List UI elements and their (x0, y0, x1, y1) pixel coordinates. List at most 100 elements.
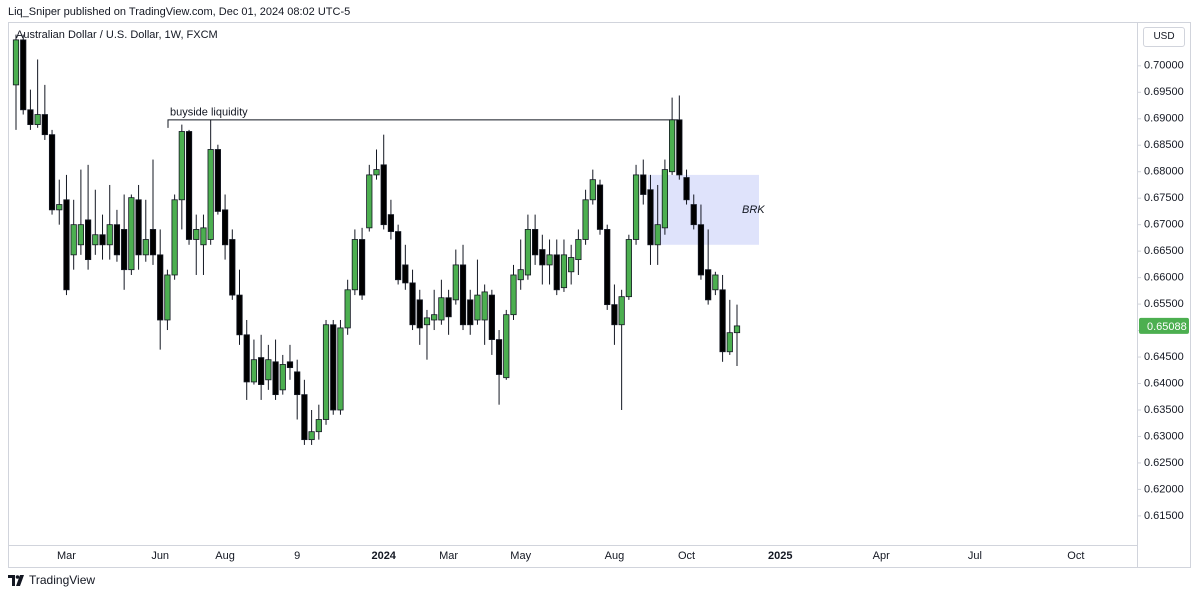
candle-body (423, 317, 431, 326)
symbol-title: Australian Dollar / U.S. Dollar, 1W, FXC… (16, 29, 218, 41)
candle-body (229, 239, 236, 296)
candle-body (387, 214, 395, 232)
candle-body (546, 254, 553, 266)
candle-body (250, 359, 258, 383)
candle-body (366, 174, 373, 229)
currency-button[interactable]: USD (1143, 27, 1185, 47)
candle-body (214, 149, 221, 212)
candle-body (575, 239, 582, 261)
y-tick-label: 0.69000 (1144, 113, 1184, 125)
x-tick-label: Aug (215, 550, 235, 562)
candle-body (106, 224, 113, 246)
y-tick-label: 0.68500 (1144, 139, 1184, 151)
candle-body (56, 204, 63, 211)
candle-body (315, 419, 322, 433)
candle-body (467, 299, 474, 326)
candle-body (445, 297, 452, 318)
y-tick-label: 0.62000 (1144, 483, 1184, 495)
y-tick-label: 0.63000 (1144, 430, 1184, 442)
y-tick-label: 0.67500 (1144, 192, 1184, 204)
candle-body (193, 229, 200, 240)
candle-body (113, 224, 121, 256)
candle-body (265, 359, 272, 381)
candle-body (178, 131, 185, 201)
candle-body (697, 224, 705, 276)
candle-body (27, 109, 34, 125)
candle-body (431, 314, 438, 321)
candle-body (185, 131, 193, 240)
candle-body (121, 229, 128, 271)
candle-body (171, 199, 178, 276)
y-tick-label: 0.68000 (1144, 166, 1184, 178)
x-tick-label: Mar (439, 550, 458, 562)
x-tick-label: May (510, 550, 531, 562)
candle-body (669, 119, 676, 173)
candle-body (589, 179, 596, 201)
candle-body (221, 209, 229, 246)
candle-body (41, 114, 48, 136)
candle-body (142, 239, 149, 256)
candle-body (661, 169, 669, 229)
candle-body (733, 325, 741, 334)
candle-body (503, 314, 510, 379)
y-tick-label: 0.61500 (1144, 510, 1184, 522)
candle-body (128, 197, 135, 271)
candle-body (416, 299, 423, 329)
candle-body (380, 164, 387, 226)
candle-body (308, 431, 315, 441)
candle-body (236, 294, 243, 336)
y-tick-label: 0.66000 (1144, 272, 1184, 284)
candle-body (344, 289, 351, 329)
candle-body (582, 199, 589, 240)
candle-body (632, 174, 640, 240)
candle-body (322, 324, 330, 420)
candle-body (438, 297, 445, 321)
y-tick-label: 0.62500 (1144, 457, 1184, 469)
candle-body (48, 134, 56, 211)
candle-body (676, 119, 683, 176)
candle-body (560, 254, 568, 289)
candle-body (495, 339, 503, 375)
candle-body (92, 234, 99, 246)
candle-body (402, 264, 409, 284)
level-line (167, 119, 678, 128)
candle-body (611, 304, 618, 326)
x-tick-label: Jul (968, 550, 982, 562)
candle-body (683, 177, 690, 201)
candle-body (409, 282, 416, 326)
candle-body (510, 274, 517, 316)
candle-body (207, 149, 214, 240)
candle-body (690, 204, 697, 226)
candle-body (618, 296, 625, 326)
candle-body (63, 199, 70, 291)
y-tick-label: 0.64000 (1144, 377, 1184, 389)
candle-body (294, 371, 301, 396)
y-tick-label: 0.70000 (1144, 60, 1184, 72)
candle-body (135, 199, 142, 256)
candle-body (647, 189, 654, 246)
candle-body (301, 394, 308, 441)
candle-body (373, 169, 380, 176)
x-tick-label: 2025 (768, 550, 792, 562)
candle-body (243, 334, 250, 383)
x-tick-label: Apr (873, 550, 890, 562)
x-tick-label: 9 (294, 550, 300, 562)
candle-body (395, 231, 402, 281)
byline: Liq_Sniper published on TradingView.com,… (8, 6, 351, 18)
candle-body (640, 174, 647, 195)
footer: TradingView (8, 573, 95, 587)
x-tick-label: Aug (605, 550, 625, 562)
candle-body (149, 229, 157, 256)
x-tick-label: Oct (678, 550, 695, 562)
candle-body (524, 229, 532, 276)
candle-body (330, 324, 337, 411)
candle-body (625, 239, 632, 298)
candle-body (20, 39, 27, 111)
candle-body (258, 357, 265, 385)
candle-body (272, 361, 279, 396)
candle-body (596, 184, 604, 230)
candle-body (351, 239, 358, 291)
x-tick-label: Jun (151, 550, 169, 562)
candle-body (539, 249, 546, 266)
